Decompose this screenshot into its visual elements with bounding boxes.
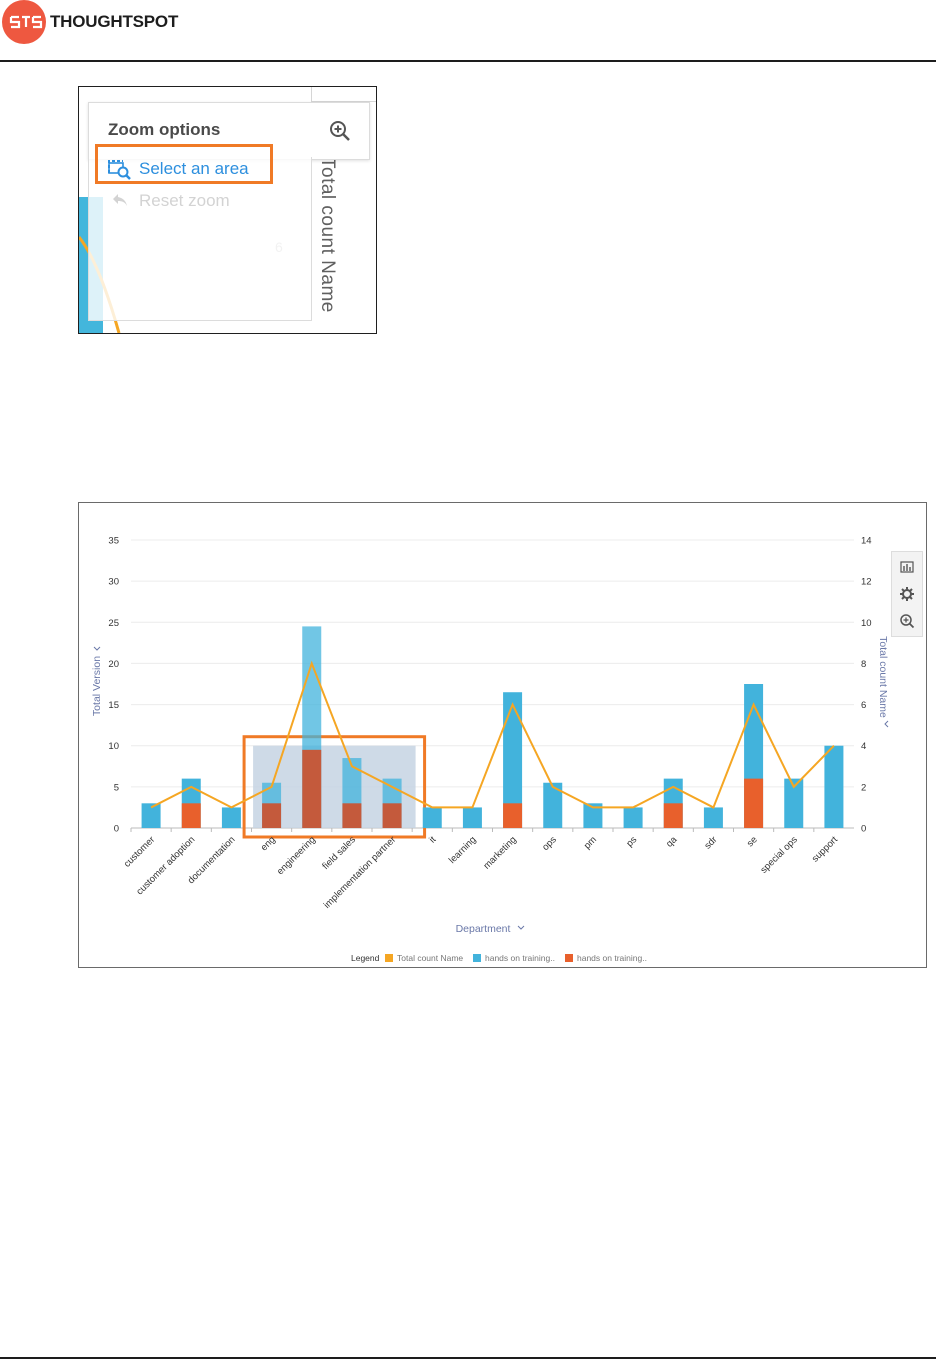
- chart-line: [150, 660, 835, 809]
- chart-gridlines: [131, 539, 854, 829]
- bar-segment-orange: [342, 803, 362, 828]
- right-tick-label: 8: [861, 659, 866, 670]
- bar-segment-blue: [824, 745, 844, 828]
- header-divider: [0, 60, 936, 62]
- x-tick-label: customer: [122, 834, 157, 869]
- bar-segment-blue: [583, 803, 603, 828]
- thoughtspot-logo-icon: [2, 0, 46, 44]
- bar-segment-blue: [462, 807, 482, 828]
- left-axis-title[interactable]: Total Version: [91, 656, 103, 716]
- x-tick-label: field sales: [320, 834, 358, 872]
- combo-chart[interactable]: 0 5 10 15 20 25 30 35 0 2 4 6 8 10 12 14 customercusto…: [79, 503, 927, 968]
- legend-swatch-line: [385, 954, 393, 962]
- chart-screenshot: 0 5 10 15 20 25 30 35 0 2 4 6 8 10 12 14 customer custo…: [78, 502, 927, 968]
- zoom-options-popup-body: [88, 157, 312, 321]
- bar-segment-blue: [422, 807, 442, 828]
- x-tick-label: ps: [624, 834, 639, 849]
- bar-segment-orange: [181, 803, 201, 828]
- zoom-options-title: Zoom options: [108, 120, 221, 139]
- bar-segment-orange: [302, 749, 322, 828]
- bar-segment-orange: [382, 803, 402, 828]
- right-axis-ticks: 0 2 4 6 8 10 12 14: [861, 536, 872, 835]
- reset-zoom-option: Reset zoom: [139, 191, 230, 210]
- background-panel-edge: [311, 87, 376, 102]
- left-tick-label: 5: [114, 782, 119, 793]
- right-axis-title[interactable]: Total count Name: [877, 636, 889, 718]
- right-tick-label: 0: [861, 824, 866, 835]
- zoom-in-icon[interactable]: [329, 120, 351, 142]
- left-tick-label: 30: [108, 577, 119, 588]
- bar-segment-orange: [262, 803, 282, 828]
- chart-bars: [141, 626, 844, 828]
- legend-swatch-orange: [565, 954, 573, 962]
- x-tick-label: pm: [582, 834, 599, 851]
- right-tick-label: 6: [861, 700, 866, 711]
- select-area-option[interactable]: Select an area: [139, 159, 249, 178]
- bar-segment-orange: [744, 778, 764, 828]
- logo-mark: [9, 15, 43, 29]
- legend-item-training-2[interactable]: hands on training..: [577, 953, 647, 963]
- right-tick-label: 12: [861, 577, 872, 588]
- select-area-icon[interactable]: [107, 159, 133, 181]
- zoom-selection-outline: [242, 735, 427, 839]
- gear-icon[interactable]: [898, 585, 916, 603]
- chart-type-icon[interactable]: [898, 558, 916, 576]
- left-tick-label: 10: [108, 741, 119, 752]
- bar-segment-blue: [543, 782, 563, 828]
- x-tick-label: ops: [540, 834, 559, 853]
- left-tick-label: 0: [114, 824, 119, 835]
- bar-segment-blue: [221, 807, 241, 828]
- select-area-highlight: [95, 144, 273, 184]
- x-tick-label: sdr: [702, 834, 719, 851]
- background-axis-label: Total count Name: [317, 157, 338, 313]
- x-tick-label: learning: [447, 834, 479, 866]
- x-axis-title[interactable]: Department: [456, 923, 511, 935]
- left-tick-label: 35: [108, 536, 119, 547]
- legend-item-total-count[interactable]: Total count Name: [397, 953, 463, 963]
- x-tick-label: se: [745, 834, 760, 849]
- right-axis-chevron-icon[interactable]: [884, 720, 889, 728]
- x-tick-label: marketing: [481, 834, 518, 871]
- bar-segment-blue: [623, 807, 643, 828]
- bar-segment-blue: [503, 692, 523, 828]
- x-axis-chevron-icon[interactable]: [517, 925, 525, 930]
- bar-segment-orange: [503, 803, 523, 828]
- legend-item-training-1[interactable]: hands on training..: [485, 953, 555, 963]
- legend-swatch-blue: [473, 954, 481, 962]
- line-series-total-count: [150, 660, 835, 809]
- right-tick-label: 2: [861, 782, 866, 793]
- left-tick-label: 15: [108, 700, 119, 711]
- document-header: THOUGHTSPOT: [0, 0, 936, 62]
- left-axis-chevron-icon[interactable]: [93, 646, 101, 651]
- bar-segment-blue: [784, 778, 804, 828]
- zoom-options-popup-header: [88, 102, 370, 160]
- x-tick-label: engineering: [275, 834, 318, 877]
- x-tick-label: qa: [664, 834, 680, 850]
- reset-zoom-icon: [113, 194, 127, 206]
- brand-name: THOUGHTSPOT: [50, 12, 179, 31]
- bar-segment-blue: [141, 803, 161, 828]
- bar-segment-orange: [663, 803, 683, 828]
- left-axis-ticks: 0 5 10 15 20 25 30 35: [108, 536, 119, 835]
- x-tick-label: implementation partner: [322, 834, 398, 910]
- x-tick-label: it: [427, 834, 438, 845]
- chart-toolbar: [891, 551, 923, 637]
- zoom-icon[interactable]: [898, 612, 916, 630]
- zoom-options-screenshot: Total count Name 6 Zoom options Select a…: [78, 86, 377, 334]
- right-tick-label: 4: [861, 741, 866, 752]
- x-tick-label: support: [810, 834, 840, 864]
- bar-segment-blue: [703, 807, 723, 828]
- chart-legend: Legend Total count Name hands on trainin…: [351, 953, 647, 963]
- left-tick-label: 20: [108, 659, 119, 670]
- legend-title: Legend: [351, 953, 380, 963]
- right-tick-label: 10: [861, 618, 872, 629]
- x-tick-label: special ops: [758, 834, 800, 876]
- footer-divider: [0, 1357, 936, 1359]
- left-tick-label: 25: [108, 618, 119, 629]
- right-tick-label: 14: [861, 536, 872, 547]
